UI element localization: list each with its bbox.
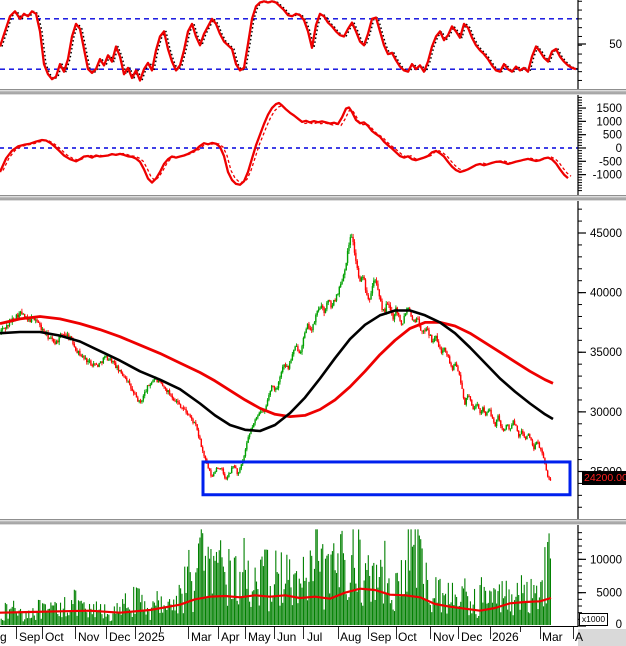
last-price-label: 24200.00 <box>582 471 626 485</box>
month-separator <box>396 627 397 639</box>
month-label: Aug <box>340 630 362 644</box>
month-separator <box>42 627 43 639</box>
month-label: Mar <box>542 630 563 644</box>
month-label: Nov <box>433 630 455 644</box>
month-label: Mar <box>191 630 212 644</box>
month-separator <box>303 627 304 639</box>
month-label: 2026 <box>492 630 519 644</box>
date-axis: g Sep Oct Nov Dec 2025 Mar Apr May Jun Jul Aug Sep Oc… <box>0 626 583 646</box>
axis-tick-label: 50 <box>609 39 622 51</box>
volume-bars <box>0 529 551 625</box>
month-label: Apr <box>221 630 240 644</box>
volume-moving-average <box>0 587 552 614</box>
axis-tick-label: 10000 <box>590 554 622 566</box>
axis-tick-label: 30000 <box>590 407 622 419</box>
month-separator <box>274 627 275 639</box>
support-zone-box[interactable] <box>201 460 572 497</box>
axis-tick-label: 35000 <box>590 347 622 359</box>
axis-tick-label: -500 <box>599 156 622 168</box>
month-separator <box>338 627 339 639</box>
month-separator <box>188 627 189 639</box>
axis-tick-label: 1500 <box>596 103 622 115</box>
month-separator <box>573 627 574 639</box>
oscillator-panel[interactable] <box>0 0 578 89</box>
fast-moving-average <box>0 309 554 433</box>
momentum-panel[interactable] <box>0 95 578 195</box>
axis-tick-label: 0 <box>616 143 622 155</box>
month-separator <box>490 627 491 639</box>
axis-tick-label: 1000 <box>596 116 622 128</box>
month-label: Sep <box>19 630 41 644</box>
oscillator-line <box>0 0 577 82</box>
month-label: Dec <box>109 630 131 644</box>
axis-tick-label: 5000 <box>596 588 622 600</box>
axis-ticks: 4500040000350003000025000 <box>578 208 622 508</box>
month-separator <box>430 627 431 639</box>
month-separator <box>16 627 17 639</box>
month-label: Sep <box>370 630 392 644</box>
axis-ticks: 50 <box>578 0 622 81</box>
month-separator <box>368 627 369 639</box>
momentum-signal-line <box>2 105 572 184</box>
candlesticks <box>0 233 552 481</box>
month-label: Oct <box>398 630 417 644</box>
month-separator-minor <box>520 627 521 632</box>
month-label: A <box>575 630 584 644</box>
panel-splitter[interactable] <box>0 195 626 201</box>
month-label: Oct <box>45 630 64 644</box>
month-separator <box>540 627 541 639</box>
volume-panel[interactable] <box>0 527 578 626</box>
axis-tick-label: 45000 <box>590 228 622 240</box>
panel-splitter[interactable] <box>0 89 626 95</box>
axis-tick-label: 500 <box>603 130 622 142</box>
month-label: Jul <box>307 630 323 644</box>
month-label: Jun <box>277 630 297 644</box>
month-separator <box>135 627 136 639</box>
month-separator <box>75 627 76 639</box>
month-separator-minor <box>160 627 161 632</box>
price-panel[interactable] <box>0 202 578 518</box>
month-separator <box>106 627 107 639</box>
axis-tick-label: -1000 <box>593 170 622 182</box>
slow-moving-average <box>0 315 554 419</box>
month-label: 2025 <box>138 630 165 644</box>
month-separator <box>218 627 219 639</box>
month-label: Nov <box>78 630 100 644</box>
axis-corner <box>577 629 626 646</box>
momentum-line <box>0 101 569 186</box>
axis-tick-label: 40000 <box>590 288 622 300</box>
month-separator <box>245 627 246 639</box>
panel-splitter[interactable] <box>0 519 626 525</box>
month-separator <box>458 627 459 639</box>
month-label: Dec <box>461 630 483 644</box>
month-label: May <box>248 630 271 644</box>
volume-unit-box: x1000 <box>579 613 608 626</box>
month-label: g <box>0 630 7 644</box>
